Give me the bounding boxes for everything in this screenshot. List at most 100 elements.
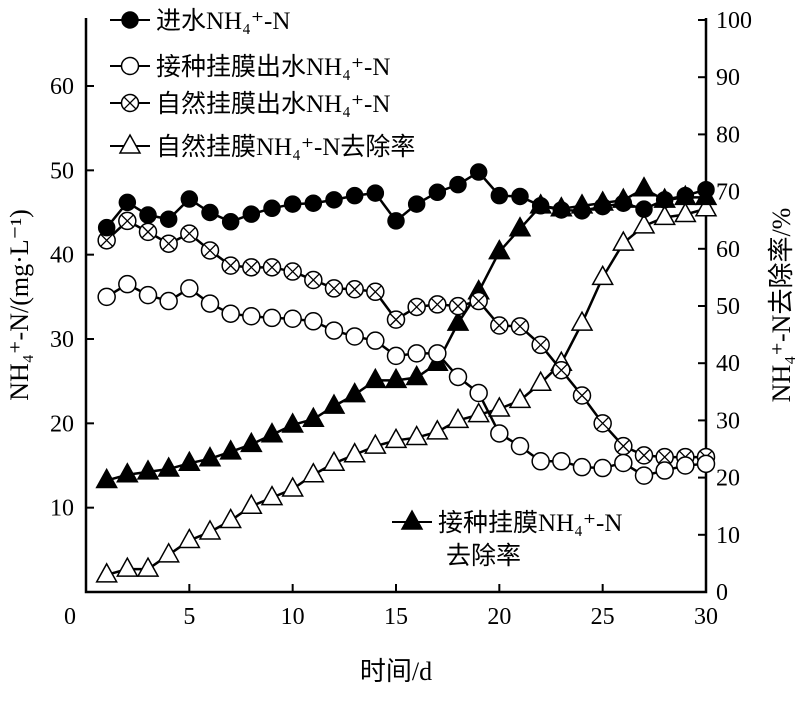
data-point [593,458,612,478]
marker-shape [366,184,385,202]
marker-shape [324,321,344,340]
data-point [510,317,530,336]
data-point [405,425,428,446]
marker-shape [198,446,222,467]
marker-shape [157,542,180,563]
marker-cross [616,439,630,453]
y-right-tick-label: 100 [716,8,752,34]
data-point [159,234,178,253]
y-left-tick-label: 20 [50,411,74,437]
data-point [490,316,509,335]
data-point [467,402,490,423]
data-point [180,279,199,298]
data-point [531,197,550,215]
data-point [508,216,532,237]
marker-shape [552,452,571,471]
data-point [653,204,676,226]
data-point [118,274,137,294]
data-point [448,296,468,316]
marker-shape [283,195,302,213]
marker-shape [387,212,405,230]
marker-shape [488,239,511,260]
marker-shape [240,431,263,453]
data-point [488,396,511,417]
marker-shape [573,202,591,220]
data-point [283,309,302,329]
y-left-tick-label: 30 [50,327,74,353]
data-point [428,344,447,363]
legend-marker [400,509,424,530]
data-point [219,439,242,460]
data-point [694,196,718,217]
y-left-tick-label: 50 [50,158,74,184]
data-point [281,412,304,433]
x-tick-label: 15 [384,604,408,630]
data-point [676,456,695,475]
data-point [221,213,240,231]
legend-item-1: 进水NH₄⁺-N [110,7,290,35]
data-point [407,344,426,363]
data-point [136,556,160,577]
marker-cross [513,319,527,333]
data-point [632,176,656,197]
data-point [428,183,447,202]
marker-shape [281,476,304,497]
data-point [364,367,387,389]
legend-item-5: 接种挂膜NH₄⁺-N 去除率 [392,509,622,570]
data-point [97,218,116,237]
data-point [593,414,612,433]
data-point [200,241,220,260]
marker-shape [407,344,426,363]
marker-shape [405,364,428,386]
y-left-tick-label: 40 [50,243,74,269]
marker-shape [400,509,424,530]
data-point [469,291,488,311]
data-point [138,222,158,242]
marker-cross [368,285,382,299]
data-point [283,195,302,213]
marker-cross [492,319,506,332]
marker-shape [386,346,406,366]
marker-shape [121,11,139,29]
legend-label-line2: 去除率 [446,542,521,570]
marker-shape [634,466,654,485]
marker-shape [490,186,509,205]
marker-shape [136,556,160,577]
x-tick-label: 10 [281,604,305,630]
data-point [159,210,178,228]
marker-cross [327,281,341,295]
data-point [366,331,385,350]
data-point [510,436,530,456]
data-point [260,422,284,443]
marker-shape [242,205,261,223]
marker-cross [472,294,486,308]
marker-shape [118,133,142,154]
data-point [242,258,261,277]
legend-label: 进水NH₄⁺-N [156,7,290,35]
marker-shape [655,191,674,209]
marker-shape [364,367,387,389]
marker-shape [612,230,635,251]
data-point [302,462,325,483]
data-point [572,386,592,405]
data-point [139,206,157,224]
y-right-tick-label: 50 [716,294,740,320]
data-point [508,387,532,409]
marker-shape [697,180,715,199]
marker-cross [224,259,238,273]
data-point [95,562,118,583]
data-point [386,346,406,366]
data-point [449,175,467,194]
data-point [446,407,470,429]
data-point [221,304,240,323]
data-point [345,186,364,205]
data-point [572,457,592,477]
legend-label-line1: 接种挂膜NH₄⁺-N [438,509,622,537]
marker-shape [97,287,116,307]
data-point [221,256,240,275]
data-point [552,452,571,471]
marker-shape [593,458,612,478]
data-point [263,199,281,218]
data-point [407,297,426,317]
marker-shape [488,396,511,417]
